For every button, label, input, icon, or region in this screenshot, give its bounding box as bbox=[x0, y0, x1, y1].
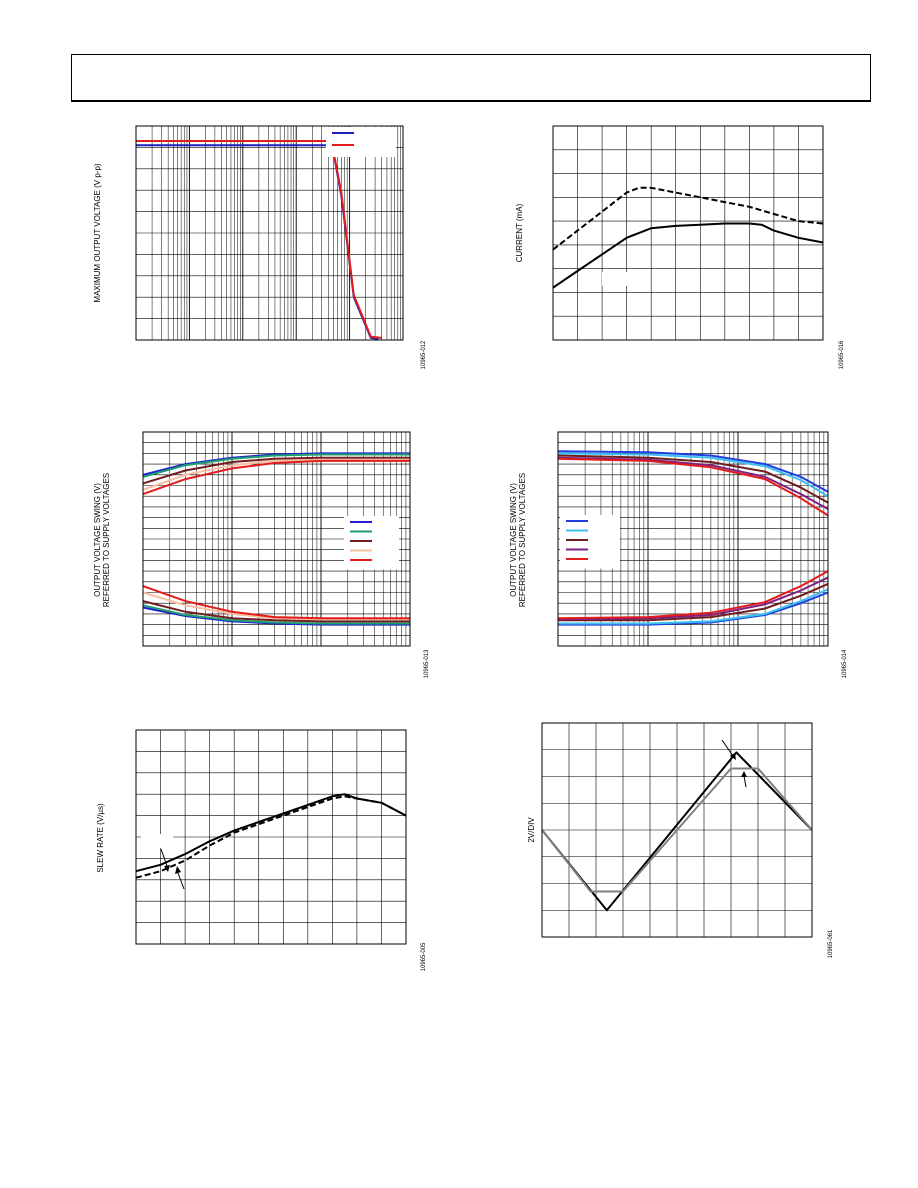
series-upper-1 bbox=[557, 452, 829, 498]
y-axis-label-line-0: OUTPUT VOLTAGE SWING (V) bbox=[93, 483, 102, 597]
figure-code: 10965-014 bbox=[842, 649, 848, 678]
series-upper-1 bbox=[142, 453, 410, 478]
series-lower-0 bbox=[142, 606, 410, 626]
annotation-arrows bbox=[160, 848, 185, 890]
arrow-head bbox=[730, 753, 736, 760]
arrow-head bbox=[175, 866, 181, 874]
series-lower-1 bbox=[142, 604, 410, 625]
label-mask bbox=[141, 834, 173, 848]
legend-box bbox=[560, 515, 620, 569]
arrow-line bbox=[177, 872, 185, 890]
y-axis-label: OUTPUT VOLTAGE SWING (V)REFERRED TO SUPP… bbox=[93, 473, 111, 607]
series-line-1 bbox=[541, 767, 813, 893]
series-upper-0 bbox=[557, 450, 829, 493]
arrow-line bbox=[721, 739, 734, 757]
series-line-0 bbox=[136, 144, 379, 340]
plot-frame bbox=[135, 125, 404, 341]
chart-output-swing-left: OUTPUT VOLTAGE SWING (V)REFERRED TO SUPP… bbox=[93, 431, 430, 678]
chart-output-swing-right: OUTPUT VOLTAGE SWING (V)REFERRED TO SUPP… bbox=[509, 431, 848, 678]
figure-code: 10965-013 bbox=[424, 649, 430, 678]
series-group bbox=[557, 450, 829, 626]
plot-frame bbox=[142, 431, 411, 647]
series-line-0 bbox=[552, 186, 824, 251]
y-axis-label: SLEW RATE (V/µs) bbox=[96, 803, 105, 873]
legend-box bbox=[326, 127, 396, 157]
plot-frame bbox=[541, 722, 813, 938]
series-group bbox=[541, 751, 813, 912]
arrow-head bbox=[741, 771, 747, 777]
series-upper-3 bbox=[557, 456, 829, 510]
chart-max-output-voltage: MAXIMUM OUTPUT VOLTAGE (V p-p) 10965-012 bbox=[93, 125, 427, 369]
grid bbox=[136, 730, 406, 944]
series-upper-4 bbox=[142, 459, 410, 496]
series-lower-2 bbox=[142, 600, 410, 623]
series-lower-0 bbox=[558, 591, 829, 626]
legend-box bbox=[344, 516, 399, 570]
series-line-1 bbox=[552, 222, 824, 289]
series-lower-4 bbox=[557, 570, 829, 620]
legend bbox=[344, 516, 399, 570]
y-axis-label-line-0: OUTPUT VOLTAGE SWING (V) bbox=[509, 483, 518, 597]
series-lower-4 bbox=[142, 585, 410, 620]
series-upper-0 bbox=[142, 452, 410, 476]
chart-transient: 2V/DIV 10965-061 bbox=[527, 722, 834, 958]
series-group bbox=[142, 452, 410, 626]
series-lower-2 bbox=[558, 582, 829, 622]
grid bbox=[553, 126, 823, 340]
figure-code: 10965-005 bbox=[421, 942, 427, 971]
y-axis-label-line-1: REFERRED TO SUPPLY VOLTAGES bbox=[518, 473, 527, 607]
plot-frame bbox=[135, 729, 407, 945]
series-upper-2 bbox=[142, 456, 410, 485]
label-mask bbox=[602, 272, 630, 286]
series-lower-3 bbox=[142, 591, 410, 621]
figure-code: 10965-012 bbox=[421, 340, 427, 369]
y-axis-label: 2V/DIV bbox=[527, 817, 536, 843]
series-lower-1 bbox=[558, 588, 829, 625]
y-axis-label-line-1: REFERRED TO SUPPLY VOLTAGES bbox=[102, 473, 111, 607]
y-axis-label: OUTPUT VOLTAGE SWING (V)REFERRED TO SUPP… bbox=[509, 473, 527, 607]
series-group bbox=[135, 793, 407, 879]
legend bbox=[326, 127, 396, 157]
series-upper-3 bbox=[142, 458, 410, 491]
plot-frame bbox=[552, 125, 824, 341]
figure-code: 10965-061 bbox=[828, 929, 834, 958]
series-line-1 bbox=[135, 795, 407, 879]
y-axis-label: CURRENT (mA) bbox=[515, 203, 524, 262]
series-upper-2 bbox=[557, 454, 829, 504]
arrow-head bbox=[164, 865, 170, 872]
annotation-arrows bbox=[721, 739, 747, 788]
page-header-box bbox=[71, 54, 871, 102]
grid bbox=[136, 126, 403, 340]
series-group bbox=[552, 186, 824, 289]
series-line-0 bbox=[135, 793, 407, 873]
y-axis-label: MAXIMUM OUTPUT VOLTAGE (V p-p) bbox=[93, 163, 102, 302]
series-upper-4 bbox=[557, 457, 829, 517]
figure-code: 10965-016 bbox=[839, 340, 845, 369]
series-lower-3 bbox=[557, 576, 829, 621]
chart-current: CURRENT (mA) 10965-016 bbox=[515, 125, 845, 369]
legend bbox=[560, 515, 620, 569]
chart-slew-rate: SLEW RATE (V/µs) 10965-005 bbox=[96, 729, 427, 971]
arrow-line bbox=[743, 775, 747, 788]
plot-frame bbox=[557, 431, 829, 647]
arrow-line bbox=[160, 848, 168, 867]
